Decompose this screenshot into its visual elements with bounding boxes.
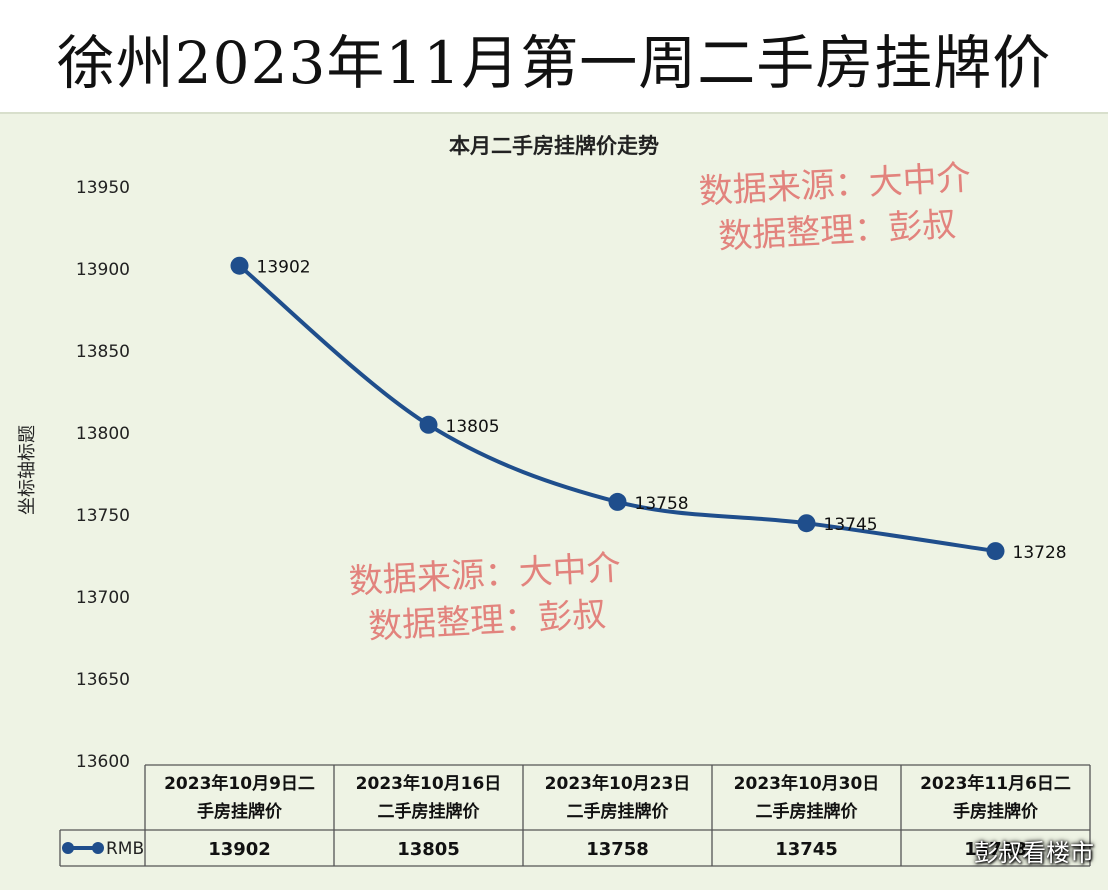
title-banner: 徐州2023年11月第一周二手房挂牌价 xyxy=(0,0,1108,114)
watermark-center: 数据来源：大中介 数据整理：彭叔 xyxy=(348,545,624,651)
data-point xyxy=(797,514,816,533)
y-tick-label: 13750 xyxy=(76,506,130,526)
y-tick-label: 13800 xyxy=(76,424,130,444)
x-category-label: 二手房挂牌价 xyxy=(756,801,859,822)
data-point xyxy=(986,542,1005,561)
y-tick-label: 13950 xyxy=(76,178,130,198)
y-tick-label: 13850 xyxy=(76,342,130,362)
data-label: 13902 xyxy=(257,258,311,278)
data-label: 13805 xyxy=(446,417,500,437)
x-category-label: 2023年10月30日 xyxy=(734,773,880,794)
x-category-label: 手房挂牌价 xyxy=(953,801,1039,822)
watermark-top-right: 数据来源：大中介 数据整理：彭叔 xyxy=(698,155,974,261)
x-category-label: 二手房挂牌价 xyxy=(378,801,481,822)
y-tick-label: 13900 xyxy=(76,260,130,280)
chart-title: 本月二手房挂牌价走势 xyxy=(449,134,659,158)
x-category-label: 2023年10月23日 xyxy=(545,773,691,794)
x-category-label: 2023年11月6日二 xyxy=(920,773,1071,794)
x-category-label: 2023年10月9日二 xyxy=(164,773,315,794)
table-value: 13805 xyxy=(397,839,460,860)
data-label: 13745 xyxy=(824,515,878,535)
brand-watermark: 彭叔看楼市 xyxy=(974,839,1094,867)
data-point xyxy=(419,415,438,434)
x-category-label: 二手房挂牌价 xyxy=(567,801,670,822)
data-label: 13728 xyxy=(1013,543,1067,563)
legend-marker xyxy=(62,842,74,854)
table-value: 13728 xyxy=(964,839,1027,860)
y-tick-label: 13600 xyxy=(76,752,130,772)
table-value: 13902 xyxy=(208,839,271,860)
x-category-label: 手房挂牌价 xyxy=(197,801,283,822)
legend-label: RMB xyxy=(106,839,144,859)
table-value: 13758 xyxy=(586,839,649,860)
table-value: 13745 xyxy=(775,839,838,860)
page-title: 徐州2023年11月第一周二手房挂牌价 xyxy=(56,29,1052,97)
data-point xyxy=(230,256,249,275)
y-tick-label: 13650 xyxy=(76,670,130,690)
data-label: 13758 xyxy=(635,494,689,514)
y-tick-label: 13700 xyxy=(76,588,130,608)
legend-marker xyxy=(92,842,104,854)
data-point xyxy=(608,492,627,511)
x-category-label: 2023年10月16日 xyxy=(356,773,502,794)
